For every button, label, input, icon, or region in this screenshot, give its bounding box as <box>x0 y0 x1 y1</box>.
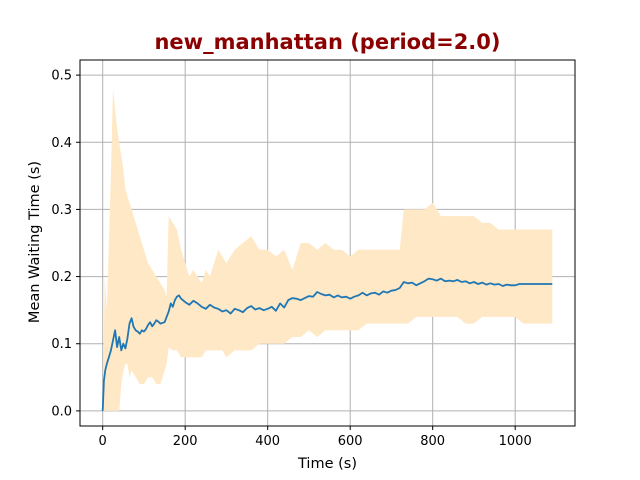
y-tick-label: 0.3 <box>51 203 72 218</box>
tick-marks <box>76 74 516 430</box>
x-tick-label: 400 <box>255 434 280 449</box>
mean-waiting-time-line <box>101 277 553 411</box>
x-tick-label: 0 <box>99 434 107 449</box>
x-axis-label: Time (s) <box>297 456 357 472</box>
y-tick-label: 0.2 <box>51 270 72 285</box>
plot-frame <box>79 59 576 427</box>
x-tick-label: 800 <box>420 434 445 449</box>
y-tick-label: 0.5 <box>51 69 72 84</box>
y-tick-label: 0.0 <box>51 404 72 419</box>
x-tick-label: 600 <box>338 434 363 449</box>
chart-title: new_manhattan (period=2.0) <box>154 30 500 54</box>
x-tick-label: 1000 <box>499 434 532 449</box>
y-tick-label: 0.1 <box>51 337 72 352</box>
confidence-band <box>102 88 553 411</box>
y-axis-label: Mean Waiting Time (s) <box>27 161 43 323</box>
y-tick-label: 0.4 <box>51 136 72 151</box>
x-tick-label: 200 <box>173 434 198 449</box>
tick-labels: 0 200 400 600 800 1000 0.0 0.1 0.2 0.3 0.4 0.5 <box>51 69 531 449</box>
